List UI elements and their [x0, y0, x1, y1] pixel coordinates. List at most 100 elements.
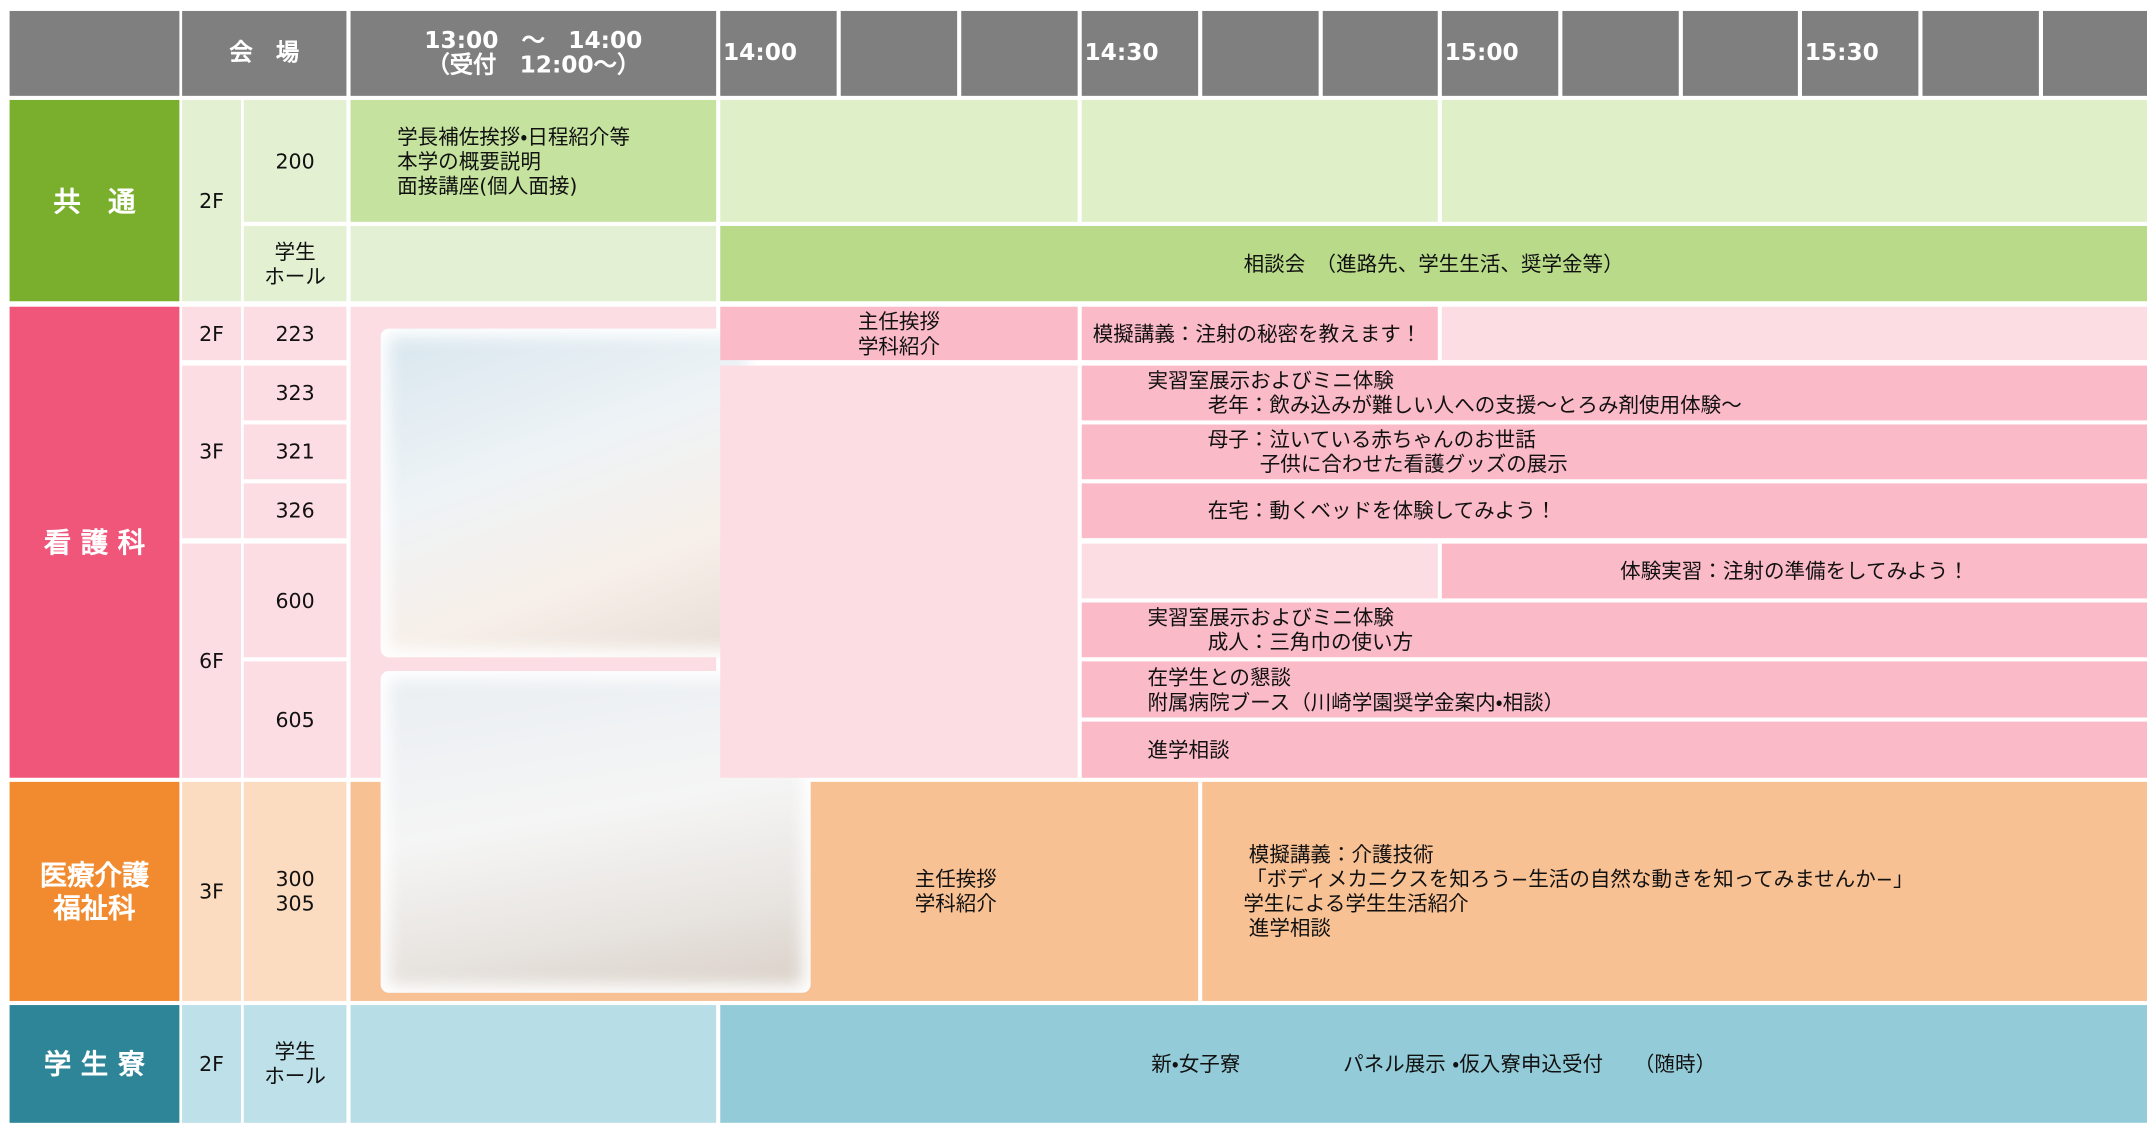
empty [350, 225, 717, 302]
text-line: 主任挨拶 [914, 866, 997, 892]
event: 体験実習：注射の準備をしてみよう！ [1441, 543, 2147, 599]
text-line: 323 [275, 380, 315, 406]
floor: 2F [182, 306, 241, 361]
text-line: ホール [264, 1063, 326, 1089]
text-line: 3F [199, 879, 224, 904]
text-line: 模擬講義：介護技術 [1248, 842, 1434, 867]
header-time: 15:30 [1801, 10, 1919, 96]
text-line: 進学相談 [1147, 737, 1230, 763]
text-line: 学科紹介 [914, 891, 997, 917]
room: 321 [243, 424, 347, 480]
section-welfare: 医療介護 福祉科 [9, 781, 180, 1001]
text-line: 学生による学生生活紹介 [1243, 891, 1469, 917]
room: 200 [243, 99, 347, 222]
header-time [2042, 10, 2147, 96]
event: 相談会 （進路先、学生生活、奨学金等） [720, 225, 2147, 302]
event: 実習室展示およびミニ体験 老年：飲み込みが難しい人への支援～とろみ剤使用体験～ [1081, 365, 2147, 421]
text-line: 主任挨拶 [857, 308, 941, 334]
header-first-slot: 13:00 ～ 14:00 （受付 12:00～） [350, 10, 717, 96]
floor: 6F [182, 543, 241, 778]
text-line: 医療介護 [39, 858, 150, 892]
text-line: 223 [275, 321, 315, 346]
text-line: 在宅：動くベッドを体験してみよう！ [1207, 498, 1557, 524]
empty [350, 1005, 717, 1123]
text-line: 321 [275, 439, 315, 465]
floor: 2F [182, 99, 241, 302]
header-time [1322, 10, 1438, 96]
floor: 2F [182, 1005, 241, 1123]
text-line: 実習室展示およびミニ体験 [1147, 368, 1394, 393]
event: 模擬講義：注射の秘密を教えます！ [1081, 306, 1438, 361]
room: 学生 ホール [243, 1005, 347, 1123]
event: 学長補佐挨拶・日程紹介等 本学の概要説明 面接講座(個人面接) [350, 99, 717, 222]
header-blank [9, 10, 180, 96]
event: 進学相談 [1081, 721, 2147, 778]
header-venue: 会 場 [182, 10, 347, 96]
text-line: 15:00 [1444, 39, 1519, 68]
text-line: 605 [275, 707, 315, 732]
text-line: 2F [199, 1051, 224, 1077]
text-line: 実習室展示およびミニ体験 [1147, 605, 1394, 630]
text-line: 200 [275, 148, 315, 174]
event: 新・女子寮 パネル展示 ・仮入寮申込受付 （随時） [720, 1005, 2147, 1123]
text-line: 14:00 [722, 39, 798, 68]
text-line: 300 [275, 866, 315, 892]
room: 600 [243, 543, 347, 658]
header-time: 15:00 [1441, 10, 1559, 96]
text-line: 学生 [274, 238, 316, 264]
text-line: 看 護 科 [43, 525, 146, 559]
header-time [1922, 10, 2039, 96]
text-line: 本学の概要説明 [397, 148, 541, 174]
photo-nurse [380, 328, 756, 658]
empty [1081, 99, 1438, 222]
text-line: 学生 [274, 1039, 316, 1064]
text-line: 在学生との懇談 [1147, 664, 1292, 690]
text-line: 面接講座(個人面接) [397, 173, 578, 198]
event: 実習室展示およびミニ体験 成人：三角巾の使い方 [1081, 602, 2147, 658]
event: 母子：泣いている赤ちゃんのお世話 子供に合わせた看護グッズの展示 [1081, 424, 2147, 480]
header-time: 14:00 [720, 10, 837, 96]
room: 326 [243, 483, 347, 539]
header-time [1202, 10, 1319, 96]
text-line: 模擬講義：注射の秘密を教えます！ [1092, 321, 1422, 346]
text-line: 母子：泣いている赤ちゃんのお世話 [1207, 427, 1536, 452]
room: 223 [243, 306, 347, 361]
header-time [1562, 10, 1679, 96]
text-line: 附属病院ブース（川崎学園奨学金案内・相談） [1147, 689, 1565, 715]
text-line: 学 生 寮 [43, 1047, 146, 1081]
event: 主任挨拶 学科紹介 [720, 306, 1078, 361]
text-line: 学長補佐挨拶・日程紹介等 [397, 123, 631, 149]
room: 学生 ホール [243, 225, 347, 302]
text-line: 13:00 ～ 14:00 [424, 27, 643, 55]
text-line: 新・女子寮 パネル展示 ・仮入寮申込受付 （随時） [1151, 1051, 1717, 1077]
text-line: ホール [264, 263, 326, 289]
header-time [961, 10, 1078, 96]
text-line: 600 [275, 588, 315, 613]
empty [720, 99, 1078, 222]
room: 605 [243, 661, 347, 778]
text-line: 3F [199, 439, 224, 465]
text-line: 体験実習：注射の準備をしてみよう！ [1620, 558, 1969, 584]
text-line: 305 [275, 891, 315, 917]
text-line: 15:30 [1804, 39, 1879, 68]
empty [1441, 306, 2147, 361]
section-nursing: 看 護 科 [9, 306, 180, 778]
floor: 3F [182, 781, 241, 1001]
text-line: 2F [199, 188, 224, 213]
empty [720, 365, 1078, 778]
empty [1441, 99, 2147, 222]
text-line: 学科紹介 [857, 333, 941, 359]
section-common: 共 通 [9, 99, 180, 302]
event: 在学生との懇談 附属病院ブース（川崎学園奨学金案内・相談） [1081, 661, 2147, 718]
text-line: 2F [199, 321, 224, 346]
event: 在宅：動くベッドを体験してみよう！ [1081, 483, 2147, 539]
text-line: 老年：飲み込みが難しい人への支援～とろみ剤使用体験～ [1207, 392, 1742, 418]
text-line: 「ボディメカニクスを知ろう−生活の自然な動きを知ってみませんか−」 [1246, 866, 1914, 892]
header-time: 14:30 [1081, 10, 1199, 96]
room: 323 [243, 365, 347, 421]
header-time [840, 10, 958, 96]
section-dorm: 学 生 寮 [9, 1005, 180, 1123]
text-line: （受付 12:00～） [426, 52, 641, 80]
text-line: 326 [275, 498, 315, 524]
